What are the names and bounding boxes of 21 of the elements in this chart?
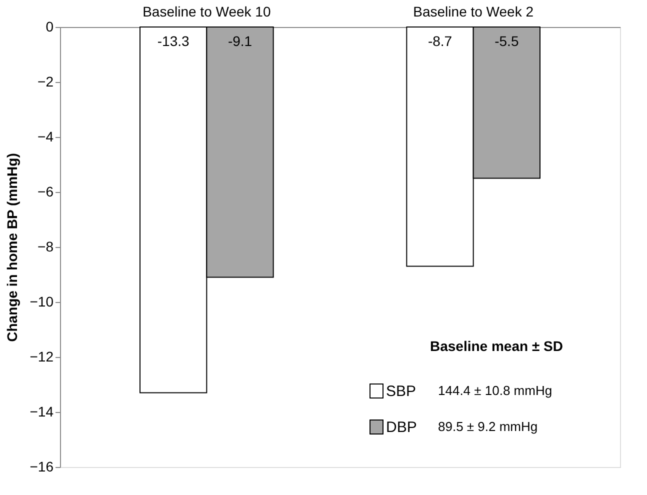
y-tick-label: −14: [30, 404, 54, 420]
y-tick-label: −6: [38, 184, 54, 200]
y-tick-label: −12: [30, 348, 54, 364]
legend-title: Baseline mean ± SD: [430, 338, 563, 354]
y-tick-label: −10: [30, 294, 54, 310]
data-label: -8.7: [428, 33, 452, 49]
y-axis-title: Change in home BP (mmHg): [4, 153, 20, 342]
annotation: 89.5 ± 9.2 mmHg: [438, 419, 538, 434]
y-tick-label: −16: [30, 458, 54, 474]
annotation: 144.4 ± 10.8 mmHg: [438, 383, 552, 398]
data-label: -13.3: [157, 33, 190, 49]
data-label: -9.1: [228, 33, 252, 49]
y-tick-label: −4: [38, 128, 54, 144]
y-tick-label: −8: [38, 238, 54, 254]
y-tick-label: −2: [38, 74, 54, 90]
y-tick-label: 0: [46, 18, 54, 34]
legend-label: SBP: [386, 383, 416, 400]
x-tick-label: Baseline to Week 2: [413, 4, 534, 20]
legend-label: DBP: [386, 419, 417, 436]
x-tick-label: Baseline to Week 10: [142, 4, 271, 20]
data-label: -5.5: [494, 33, 519, 49]
